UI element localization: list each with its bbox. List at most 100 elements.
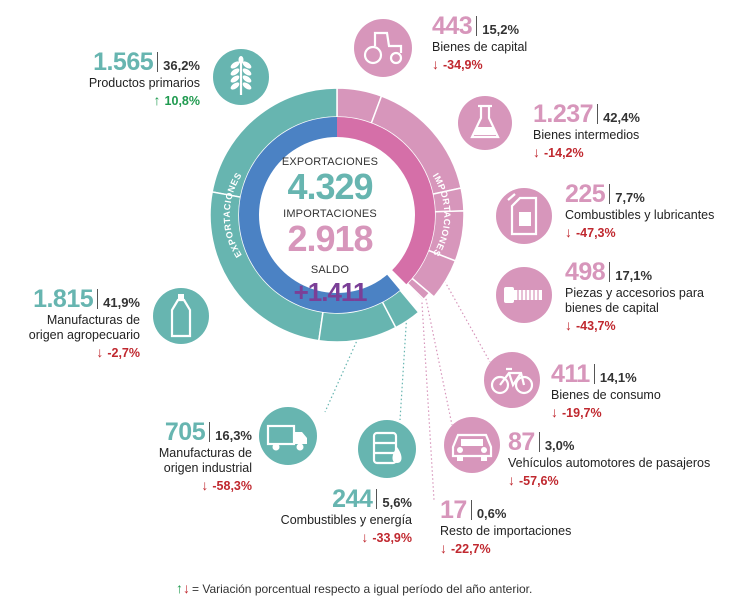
- export-category-label: 244 5,6% Combustibles y energía ↓ -33,9%: [281, 485, 412, 547]
- arrow-down-icon: ↓: [440, 540, 447, 556]
- donut-rings: [209, 87, 465, 343]
- arrow-down-icon: ↓: [565, 224, 572, 240]
- exports-total-value: 4.329: [287, 166, 373, 207]
- import-category-label: 443 15,2% Bienes de capital ↓ -34,9%: [432, 12, 527, 74]
- arrow-down-icon: ↓: [361, 529, 369, 545]
- change-value: 10,8%: [164, 94, 200, 108]
- bolt-icon: [496, 267, 552, 323]
- arrow-down-icon: ↓: [201, 477, 209, 493]
- share: 7,7%: [615, 190, 645, 205]
- change-value: -19,7%: [562, 406, 602, 420]
- category-name: Bienes intermedios: [533, 128, 640, 142]
- share: 17,1%: [615, 268, 653, 283]
- arrow-down-icon: ↓: [432, 56, 439, 72]
- value: 244: [332, 485, 373, 513]
- import-category-label: 87 3,0% Vehículos automotores de pasajero…: [508, 428, 710, 490]
- jerrycan-icon: [496, 188, 552, 244]
- arrow-up-icon: ↑: [153, 92, 161, 108]
- arrow-down-icon: ↓: [183, 580, 190, 596]
- value: 1.237: [533, 100, 594, 128]
- tractor-icon: [354, 19, 412, 77]
- category-name-line-1: Manufacturas de: [46, 313, 140, 327]
- imports-inner-ring: [337, 117, 436, 285]
- leader-lines: [324, 277, 491, 501]
- change-value: -43,7%: [576, 319, 616, 333]
- category-name: Combustibles y energía: [280, 513, 412, 527]
- category-name: Resto de importaciones: [440, 524, 572, 538]
- exports-inner-ring: [238, 117, 400, 313]
- imports-total-value: 2.918: [287, 218, 373, 259]
- footer-legend: ↑↓ = Variación porcentual respecto a igua…: [176, 580, 532, 596]
- balance-value: +1.411: [293, 277, 368, 307]
- share: 14,1%: [599, 370, 637, 385]
- change-value: -34,9%: [443, 58, 483, 72]
- change-value: -47,3%: [576, 226, 616, 240]
- leader-line-resto-importaciones: [421, 298, 435, 501]
- truck-icon: [259, 407, 317, 465]
- value: 1.815: [33, 285, 94, 313]
- change-value: -57,6%: [519, 474, 559, 488]
- bicycle-icon: [484, 352, 540, 408]
- category-name-line-1: Piezas y accesorios para: [565, 286, 704, 300]
- share: 41,9%: [103, 295, 140, 310]
- wheat-icon: [213, 49, 269, 105]
- export-category-label: 1.815 41,9% Manufacturas de origen agrope…: [29, 285, 140, 362]
- car-icon: [444, 417, 500, 473]
- leader-line-vehiculos: [424, 294, 453, 426]
- value: 1.565: [93, 48, 154, 76]
- share: 0,6%: [476, 506, 507, 521]
- arrow-down-icon: ↓: [96, 344, 104, 360]
- export-category-label: 705 16,3% Manufacturas de origen industri…: [159, 418, 252, 495]
- change-value: -58,3%: [212, 479, 252, 493]
- share: 36,2%: [163, 58, 200, 73]
- share: 5,6%: [382, 495, 412, 510]
- category-name-line-2: origen industrial: [163, 461, 252, 475]
- import-category-label: 1.237 42,4% Bienes intermedios ↓ -14,2%: [533, 100, 640, 162]
- value: 705: [164, 418, 206, 446]
- oil-barrel-icon: [358, 420, 416, 478]
- leader-line-combustibles-energia: [399, 318, 408, 421]
- category-name: Combustibles y lubricantes: [565, 208, 715, 222]
- share: 15,2%: [482, 22, 520, 37]
- import-category-label: 17 0,6% Resto de importaciones ↓ -22,7%: [440, 496, 571, 558]
- arrow-down-icon: ↓: [565, 317, 572, 333]
- arrow-down-icon: ↓: [508, 472, 515, 488]
- category-name-line-2: bienes de capital: [565, 301, 659, 315]
- import-category-label: 411 14,1% Bienes de consumo ↓ -19,7%: [551, 360, 661, 422]
- balance-label: SALDO: [310, 264, 350, 276]
- value: 87: [508, 428, 535, 456]
- category-name: Productos primarios: [88, 76, 200, 90]
- leader-line-manufacturas-industrial: [324, 337, 359, 413]
- share: 16,3%: [215, 428, 252, 443]
- exports-total-label: EXPORTACIONES: [281, 156, 379, 168]
- category-name: Vehículos automotores de pasajeros: [508, 456, 711, 470]
- category-name: Bienes de capital: [432, 40, 528, 54]
- change-value: -14,2%: [544, 146, 584, 160]
- category-name-line-2: origen agropecuario: [28, 328, 140, 342]
- category-name: Bienes de consumo: [551, 388, 661, 402]
- change-value: -2,7%: [107, 346, 140, 360]
- share: 3,0%: [544, 438, 575, 453]
- arrow-down-icon: ↓: [551, 404, 558, 420]
- change-value: -33,9%: [372, 531, 412, 545]
- imports-total-label: IMPORTACIONES: [283, 208, 377, 220]
- value: 17: [440, 496, 467, 524]
- value: 225: [565, 180, 606, 208]
- arrow-up-icon: ↑: [176, 580, 183, 596]
- import-category-label: 498 17,1% Piezas y accesorios para bienes…: [565, 258, 704, 335]
- arrow-down-icon: ↓: [533, 144, 540, 160]
- export-category-label: 1.565 36,2% Productos primarios ↑ 10,8%: [89, 48, 200, 110]
- leader-line-bienes-consumo: [442, 277, 491, 363]
- category-name-line-1: Manufacturas de: [158, 446, 252, 460]
- value: 443: [432, 12, 473, 40]
- share: 42,4%: [603, 110, 640, 125]
- value: 498: [565, 258, 606, 286]
- donut-center: EXPORTACIONES 4.329 IMPORTACIONES 2.918 …: [262, 155, 398, 307]
- value: 411: [551, 360, 590, 388]
- footer-text: = Variación porcentual respecto a igual …: [192, 582, 533, 596]
- import-category-label: 225 7,7% Combustibles y lubricantes ↓ -47,…: [565, 180, 714, 242]
- flask-icon: [458, 96, 512, 150]
- category-icons: [153, 19, 552, 478]
- change-value: -22,7%: [451, 542, 491, 556]
